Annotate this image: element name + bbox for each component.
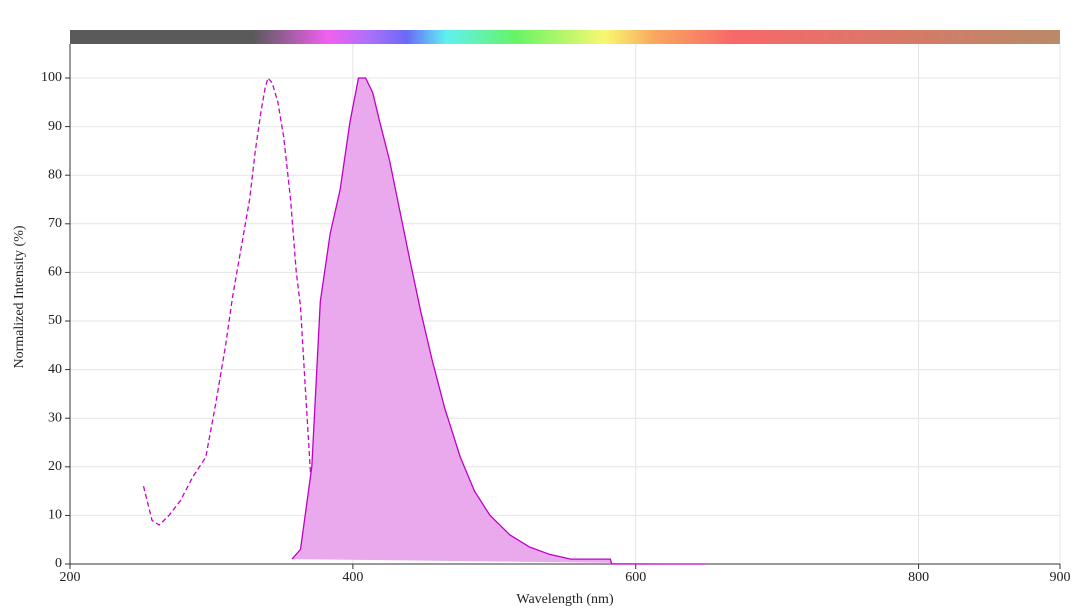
- y-axis-label: Normalized Intensity (%): [12, 225, 27, 368]
- x-tick-label: 600: [625, 570, 646, 585]
- y-tick-label: 50: [48, 313, 62, 328]
- x-tick-label: 800: [908, 570, 929, 585]
- y-tick-label: 40: [48, 362, 62, 377]
- x-tick-label: 900: [1050, 570, 1071, 585]
- y-tick-label: 100: [41, 70, 62, 85]
- y-tick-label: 20: [48, 459, 62, 474]
- y-tick-label: 30: [48, 410, 62, 425]
- y-tick-label: 60: [48, 265, 62, 280]
- y-tick-label: 70: [48, 216, 62, 231]
- x-tick-label: 400: [342, 570, 363, 585]
- emission-area: [291, 77, 705, 565]
- x-axis-label: Wavelength (nm): [516, 592, 614, 607]
- y-tick-label: 80: [48, 167, 62, 182]
- spectrum-bar: [70, 30, 1060, 44]
- y-tick-label: 10: [48, 508, 62, 523]
- excitation-line: [142, 76, 335, 560]
- x-tick-label: 200: [60, 570, 81, 585]
- y-tick-label: 90: [48, 119, 62, 134]
- y-tick-label: 0: [55, 556, 62, 571]
